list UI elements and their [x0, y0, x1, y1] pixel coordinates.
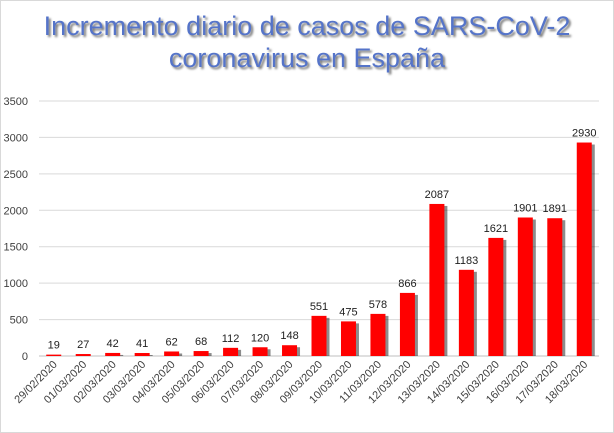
data-label: 68 — [195, 336, 207, 348]
data-label: 578 — [369, 299, 387, 311]
bar — [547, 218, 563, 356]
bar — [46, 354, 62, 356]
bar — [105, 352, 121, 356]
data-label: 41 — [136, 338, 148, 350]
bar — [517, 217, 533, 356]
data-label: 1183 — [455, 255, 479, 267]
y-tick-label: 2500 — [4, 169, 28, 181]
data-label: 1901 — [513, 202, 537, 214]
data-label: 148 — [280, 330, 298, 342]
chart-title: Incremento diario de casos de SARS-CoV-2 — [43, 11, 571, 41]
y-tick-label: 0 — [22, 351, 28, 363]
bar — [134, 353, 150, 356]
bar — [576, 142, 592, 356]
data-label: 19 — [48, 340, 60, 352]
bar — [311, 315, 327, 356]
data-label: 2087 — [425, 189, 449, 201]
y-tick-label: 500 — [10, 315, 28, 327]
data-label: 866 — [398, 278, 416, 290]
data-label: 62 — [166, 336, 178, 348]
bar — [252, 347, 268, 356]
data-label: 112 — [222, 333, 240, 345]
data-label: 1621 — [484, 223, 508, 235]
y-tick-label: 3000 — [4, 132, 28, 144]
bar — [340, 321, 356, 356]
bar — [193, 351, 209, 356]
data-label: 27 — [77, 339, 89, 351]
data-label: 475 — [339, 306, 357, 318]
y-tick-label: 1500 — [4, 242, 28, 254]
y-tick-label: 2000 — [4, 205, 28, 217]
bar — [429, 203, 445, 356]
bar — [282, 345, 298, 356]
bar — [164, 351, 180, 356]
y-tick-label: 3500 — [4, 96, 28, 108]
bar — [223, 347, 239, 356]
bar — [488, 237, 504, 356]
bar — [399, 292, 415, 356]
data-label: 2930 — [572, 128, 596, 140]
data-label: 120 — [251, 332, 269, 344]
data-label: 42 — [107, 338, 119, 350]
bar — [75, 354, 91, 356]
data-label: 1891 — [543, 203, 567, 215]
chart-subtitle: coronavirus en España — [168, 43, 446, 73]
data-label: 551 — [310, 301, 328, 313]
bar — [458, 269, 474, 356]
bar — [370, 313, 386, 356]
y-tick-label: 1000 — [4, 278, 28, 290]
